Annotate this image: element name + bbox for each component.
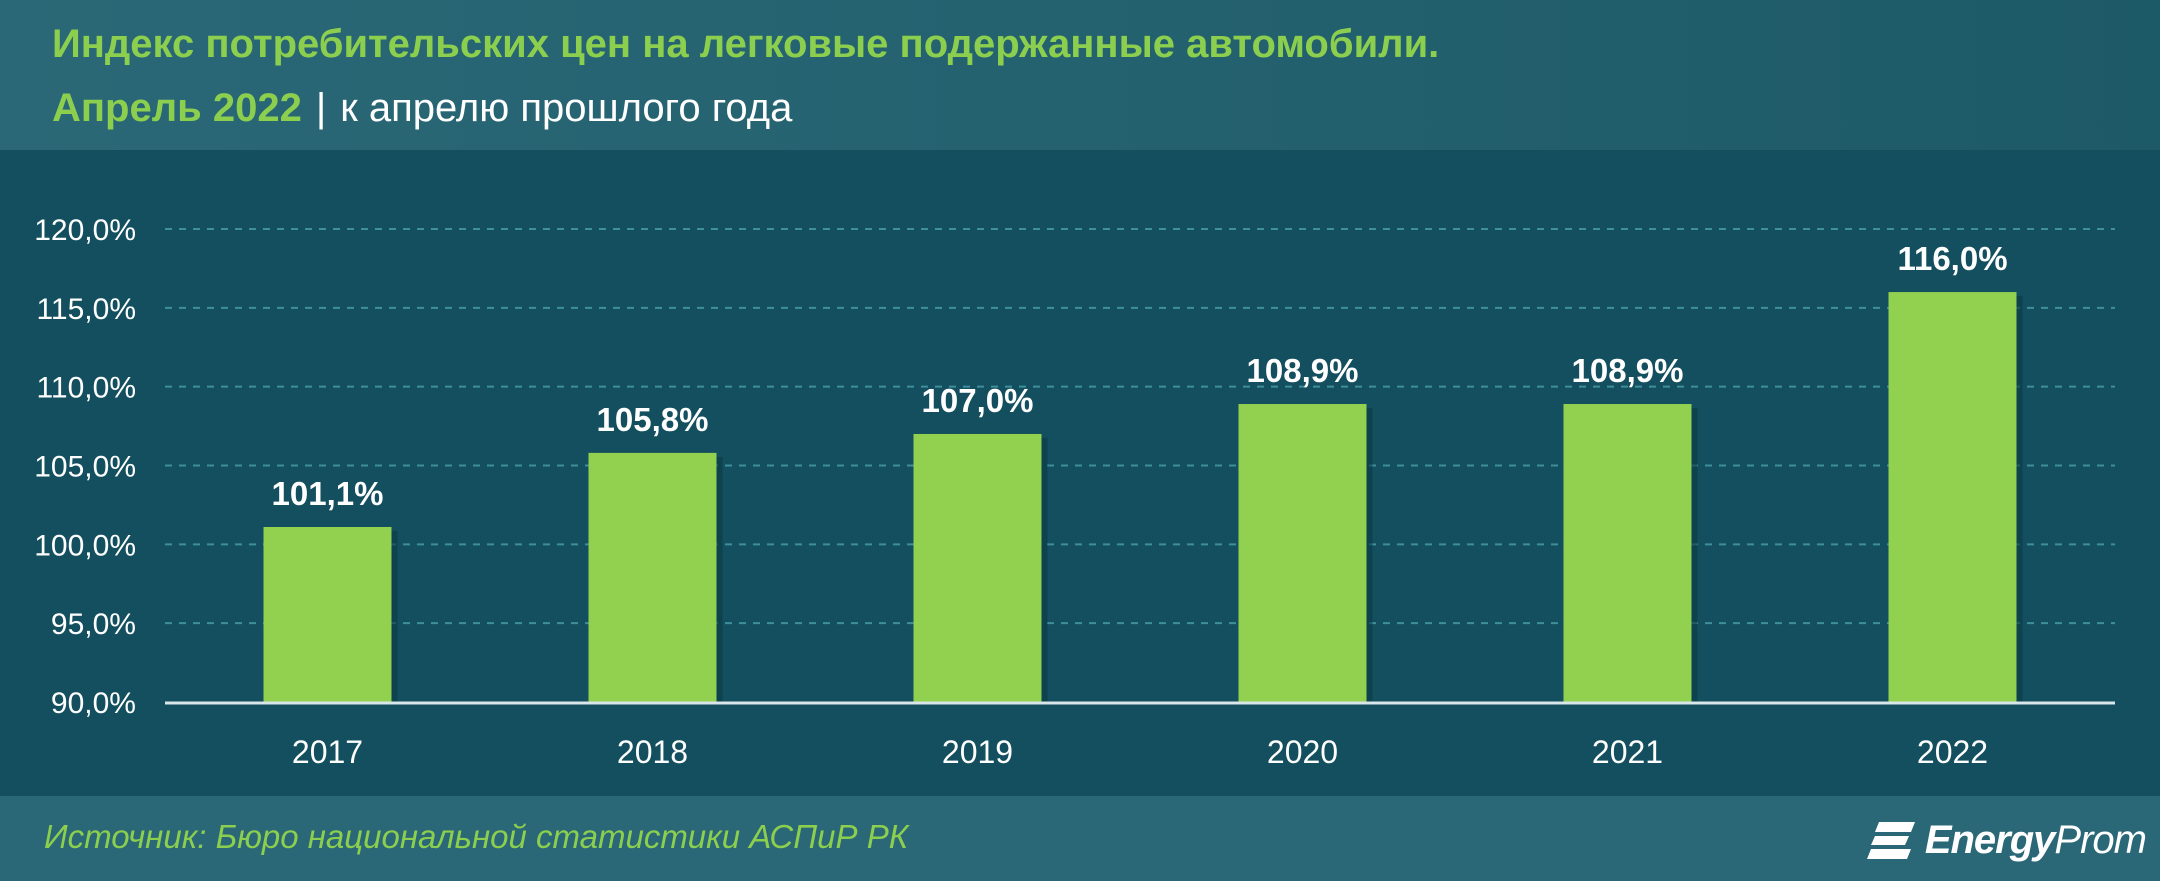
bar [263, 526, 392, 702]
bar-chart: 90,0% 95,0% 100,0% 105,0% 110,0% 115,0% 120,0%… [34, 214, 2115, 770]
subtitle-separator: | [315, 86, 327, 130]
logo-text-light: Prom [2054, 817, 2147, 862]
data-label: 101,1% [272, 475, 384, 512]
grid-lines [165, 228, 2115, 625]
y-tick-label: 90,0% [51, 687, 136, 720]
data-label: 116,0% [1897, 240, 2007, 277]
x-tick-label: 2022 [1917, 734, 1988, 770]
y-tick-label: 100,0% [34, 529, 136, 562]
data-label: 108,9% [1572, 352, 1684, 389]
data-label: 105,8% [597, 401, 709, 438]
data-label: 107,0% [922, 382, 1034, 419]
footer-band: Источник: Бюро национальной статистики А… [0, 796, 2160, 881]
source-note: Источник: Бюро национальной статистики А… [44, 818, 909, 855]
x-tick-label: 2019 [942, 734, 1013, 770]
x-axis-labels: 2017 2018 2019 2020 2021 2022 [292, 734, 1988, 770]
x-tick-label: 2018 [617, 734, 688, 770]
chart-area: 90,0% 95,0% 100,0% 105,0% 110,0% 115,0% 120,0%… [0, 150, 2160, 796]
x-tick-label: 2021 [1592, 734, 1663, 770]
chart-subtitle: Апрель 2022 | к апрелю прошлого года [52, 86, 792, 131]
bar [1563, 404, 1692, 702]
data-label: 108,9% [1247, 352, 1359, 389]
y-tick-label: 115,0% [36, 293, 136, 326]
y-axis-ticks: 90,0% 95,0% 100,0% 105,0% 110,0% 115,0% 120,0% [34, 214, 136, 720]
subtitle-date: Апрель 2022 [52, 86, 302, 130]
x-tick-label: 2017 [292, 734, 363, 770]
logo-text: EnergyProm [1924, 817, 2147, 863]
bar [913, 433, 1042, 702]
y-tick-label: 105,0% [34, 451, 136, 484]
x-tick-label: 2020 [1267, 734, 1338, 770]
y-tick-label: 95,0% [51, 608, 136, 641]
y-tick-label: 110,0% [36, 372, 136, 405]
y-tick-label: 120,0% [34, 214, 136, 247]
header-band: Индекс потребительских цен на легковые п… [0, 0, 2160, 150]
energyprom-logo: EnergyProm [1865, 812, 2147, 868]
subtitle-description: к апрелю прошлого года [340, 86, 793, 130]
bar [1888, 292, 2017, 702]
energyprom-logo-icon [1866, 822, 1915, 859]
bar [588, 452, 717, 702]
bars [263, 292, 2023, 702]
chart-title: Индекс потребительских цен на легковые п… [52, 22, 1440, 66]
logo-text-bold: Energy [1924, 817, 2056, 862]
bar [1238, 404, 1367, 702]
value-labels: 101,1% 105,8% 107,0% 108,9% 108,9% 116,0% [272, 240, 2008, 512]
